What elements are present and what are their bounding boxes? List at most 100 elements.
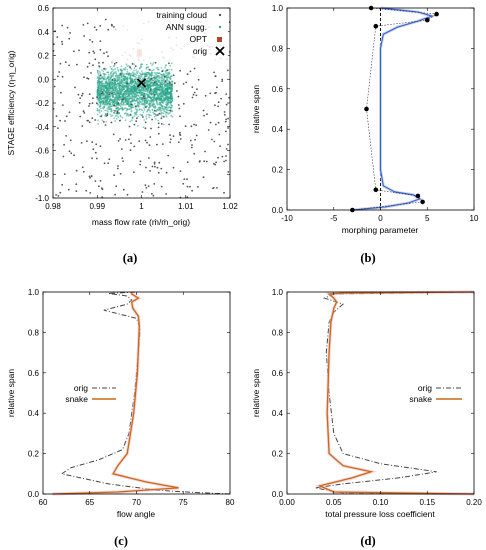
ann-point: [171, 96, 173, 99]
ann-point: [150, 99, 153, 102]
ann-point: [106, 104, 109, 106]
ann-point: [114, 89, 116, 92]
ann-point: [148, 85, 151, 87]
ann-point: [170, 108, 172, 110]
ann-point: [133, 90, 136, 93]
ann-point: [114, 68, 117, 70]
training-point: [103, 162, 106, 165]
ann-point: [136, 94, 138, 97]
ann-point: [152, 63, 155, 65]
ann-point: [103, 73, 106, 75]
ann-point: [160, 99, 163, 102]
ann-point: [122, 102, 125, 104]
ann-point: [153, 77, 156, 80]
training-point: [215, 123, 217, 126]
ann-point: [114, 80, 116, 83]
training-point: [197, 78, 200, 81]
ann-point: [117, 89, 119, 92]
ann-point: [145, 71, 148, 74]
training-point: [151, 118, 154, 121]
ann-point: [142, 126, 145, 129]
training-point: [169, 134, 171, 137]
ann-point: [153, 83, 156, 85]
training-point: [164, 80, 167, 83]
training-point: [134, 65, 137, 68]
ann-point: [101, 119, 104, 122]
ann-point: [111, 103, 114, 105]
training-point: [195, 94, 198, 97]
ann-point: [96, 93, 99, 95]
ann-point: [136, 108, 138, 111]
training-point: [74, 86, 76, 89]
ann-point: [105, 77, 108, 79]
ann-point: [127, 97, 130, 100]
ann-point: [102, 76, 105, 78]
ann-point: [99, 72, 102, 74]
training-point: [88, 102, 91, 105]
ann-point: [125, 114, 128, 117]
ann-point: [162, 74, 165, 77]
ann-point: [158, 81, 160, 83]
training-point: [68, 150, 71, 153]
ann-point: [138, 91, 141, 94]
training-point: [101, 188, 104, 191]
y-tick-label: 0.4: [272, 125, 284, 134]
ann-point: [161, 115, 163, 117]
ann-point: [158, 99, 161, 102]
training-point: [68, 111, 71, 114]
ann-point: [127, 65, 130, 67]
ann-point: [117, 116, 119, 118]
y-tick-label: 0.6: [272, 85, 284, 94]
ann-point: [121, 84, 124, 86]
training-point: [81, 92, 84, 95]
training-point: [119, 138, 121, 140]
training-point: [86, 140, 88, 143]
training-point: [227, 143, 229, 146]
training-point: [179, 115, 181, 118]
training-point: [92, 50, 95, 53]
ann-point: [140, 108, 143, 111]
ann-point: [139, 92, 142, 95]
training-point: [214, 104, 216, 107]
legend-label-orig: orig: [74, 383, 88, 393]
training-point: [191, 96, 194, 99]
training-point: [94, 151, 97, 154]
ann-point: [107, 111, 109, 113]
x-tick-label: -10: [281, 214, 293, 223]
ann-point: [131, 117, 134, 120]
ann-point: [133, 67, 136, 70]
ann-point: [143, 119, 146, 121]
training-point: [82, 24, 85, 26]
ann-point: [116, 66, 119, 69]
ann-point: [103, 103, 106, 106]
ann-point: [144, 102, 147, 104]
ann-point: [97, 123, 99, 125]
ann-point: [112, 73, 114, 76]
ann-point: [147, 77, 149, 80]
training-point: [156, 166, 159, 169]
ann-point: [97, 119, 99, 122]
ann-point: [103, 98, 106, 101]
training-point: [186, 73, 189, 76]
training-point: [191, 189, 194, 192]
ann-point: [115, 86, 118, 89]
training-point: [189, 70, 192, 73]
training-point: [153, 109, 156, 112]
y-tick-label: -0.2: [35, 99, 49, 108]
x-axis-label: flow angle: [117, 509, 156, 519]
ann-point: [125, 78, 127, 80]
ann-point: [166, 98, 169, 101]
ann-point: [111, 81, 114, 84]
ann-point: [111, 61, 113, 64]
ann-point: [112, 109, 115, 112]
ann-point: [110, 67, 113, 70]
training-point: [148, 157, 150, 159]
training-point: [192, 93, 195, 96]
ann-point: [110, 87, 113, 90]
training-point: [215, 91, 217, 94]
ann-point: [121, 116, 124, 119]
ann-point: [169, 75, 172, 78]
ann-point: [107, 71, 110, 74]
ann-point: [131, 106, 134, 109]
ann-point: [121, 72, 124, 75]
